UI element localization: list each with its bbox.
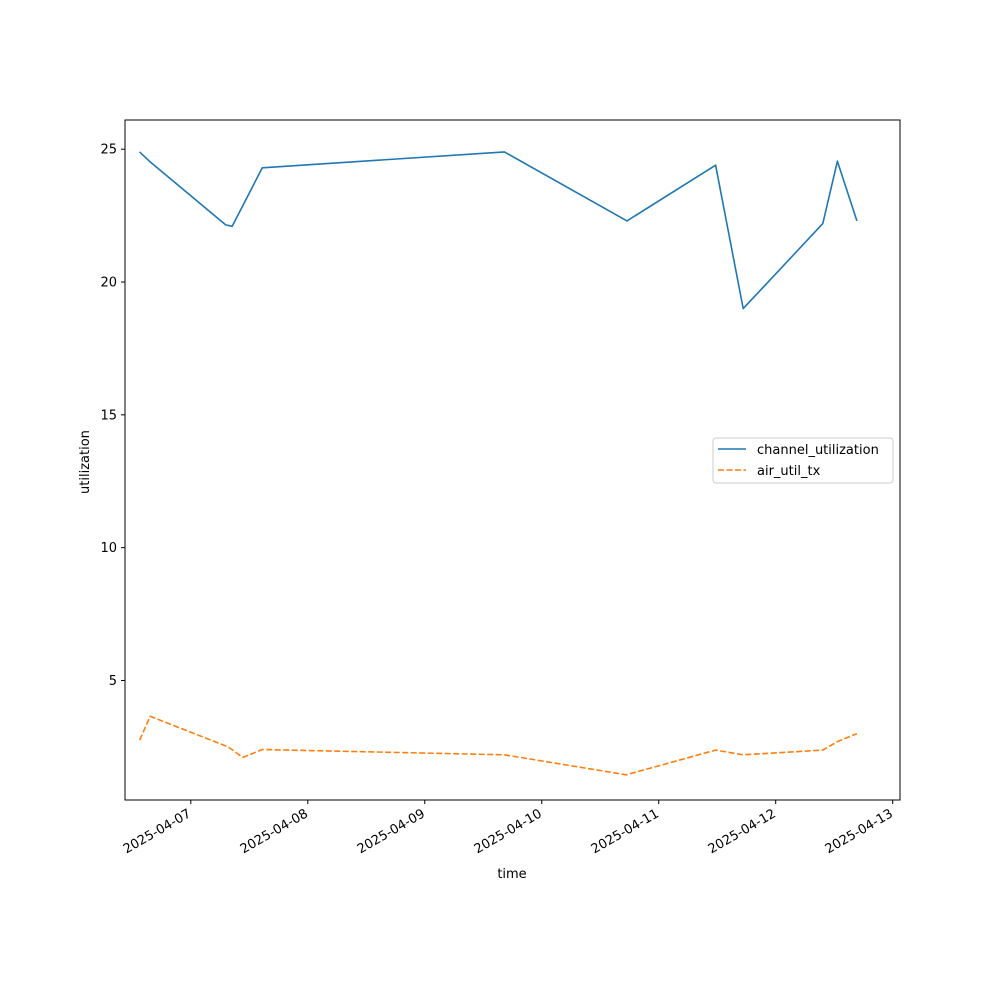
y-tick-label: 25 [100,143,117,158]
plot-frame [124,119,901,801]
series-line-air-util-tx [138,715,858,776]
y-axis-label: utilization [78,430,93,494]
x-tick-label: 2025-04-07 [121,806,194,857]
y-tick-label: 10 [100,541,117,556]
legend-box [712,437,894,484]
y-tick-label: 20 [100,276,117,291]
series-line-channel-utilization [139,151,858,310]
legend-label-channel-utilization: channel_utilization [757,443,879,458]
x-tick-label: 2025-04-13 [823,806,896,857]
x-tick-label: 2025-04-10 [472,806,545,857]
y-tick-label: 5 [109,674,117,689]
legend: channel_utilization air_util_tx [712,437,894,484]
x-tick-label: 2025-04-08 [238,806,311,857]
y-tick-label: 15 [100,408,117,423]
x-tick-label: 2025-04-12 [706,806,779,857]
series-layer [138,151,858,776]
x-axis-label: time [497,867,526,882]
x-tick-label: 2025-04-09 [355,806,428,857]
legend-label-air-util-tx: air_util_tx [757,464,821,479]
x-tick-label: 2025-04-11 [589,806,662,857]
y-axis-ticks: 5 10 15 20 25 [100,143,125,689]
x-axis-ticks: 2025-04-07 2025-04-08 2025-04-09 2025-04-10… [121,800,896,857]
